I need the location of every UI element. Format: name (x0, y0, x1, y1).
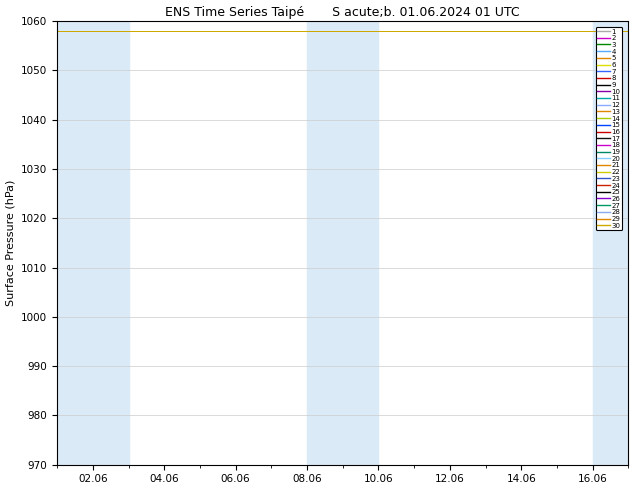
Y-axis label: Surface Pressure (hPa): Surface Pressure (hPa) (6, 180, 16, 306)
Bar (93, 21, 129, 465)
Bar (593, 21, 628, 465)
Bar (343, 21, 378, 465)
Bar (57, 21, 93, 465)
Bar (307, 21, 343, 465)
Title: ENS Time Series Taipé       S acute;b. 01.06.2024 01 UTC: ENS Time Series Taipé S acute;b. 01.06.2… (165, 5, 520, 19)
Legend: 1, 2, 3, 4, 5, 6, 7, 8, 9, 10, 11, 12, 13, 14, 15, 16, 17, 18, 19, 20, 21, 22, 2: 1, 2, 3, 4, 5, 6, 7, 8, 9, 10, 11, 12, 1… (596, 27, 622, 230)
